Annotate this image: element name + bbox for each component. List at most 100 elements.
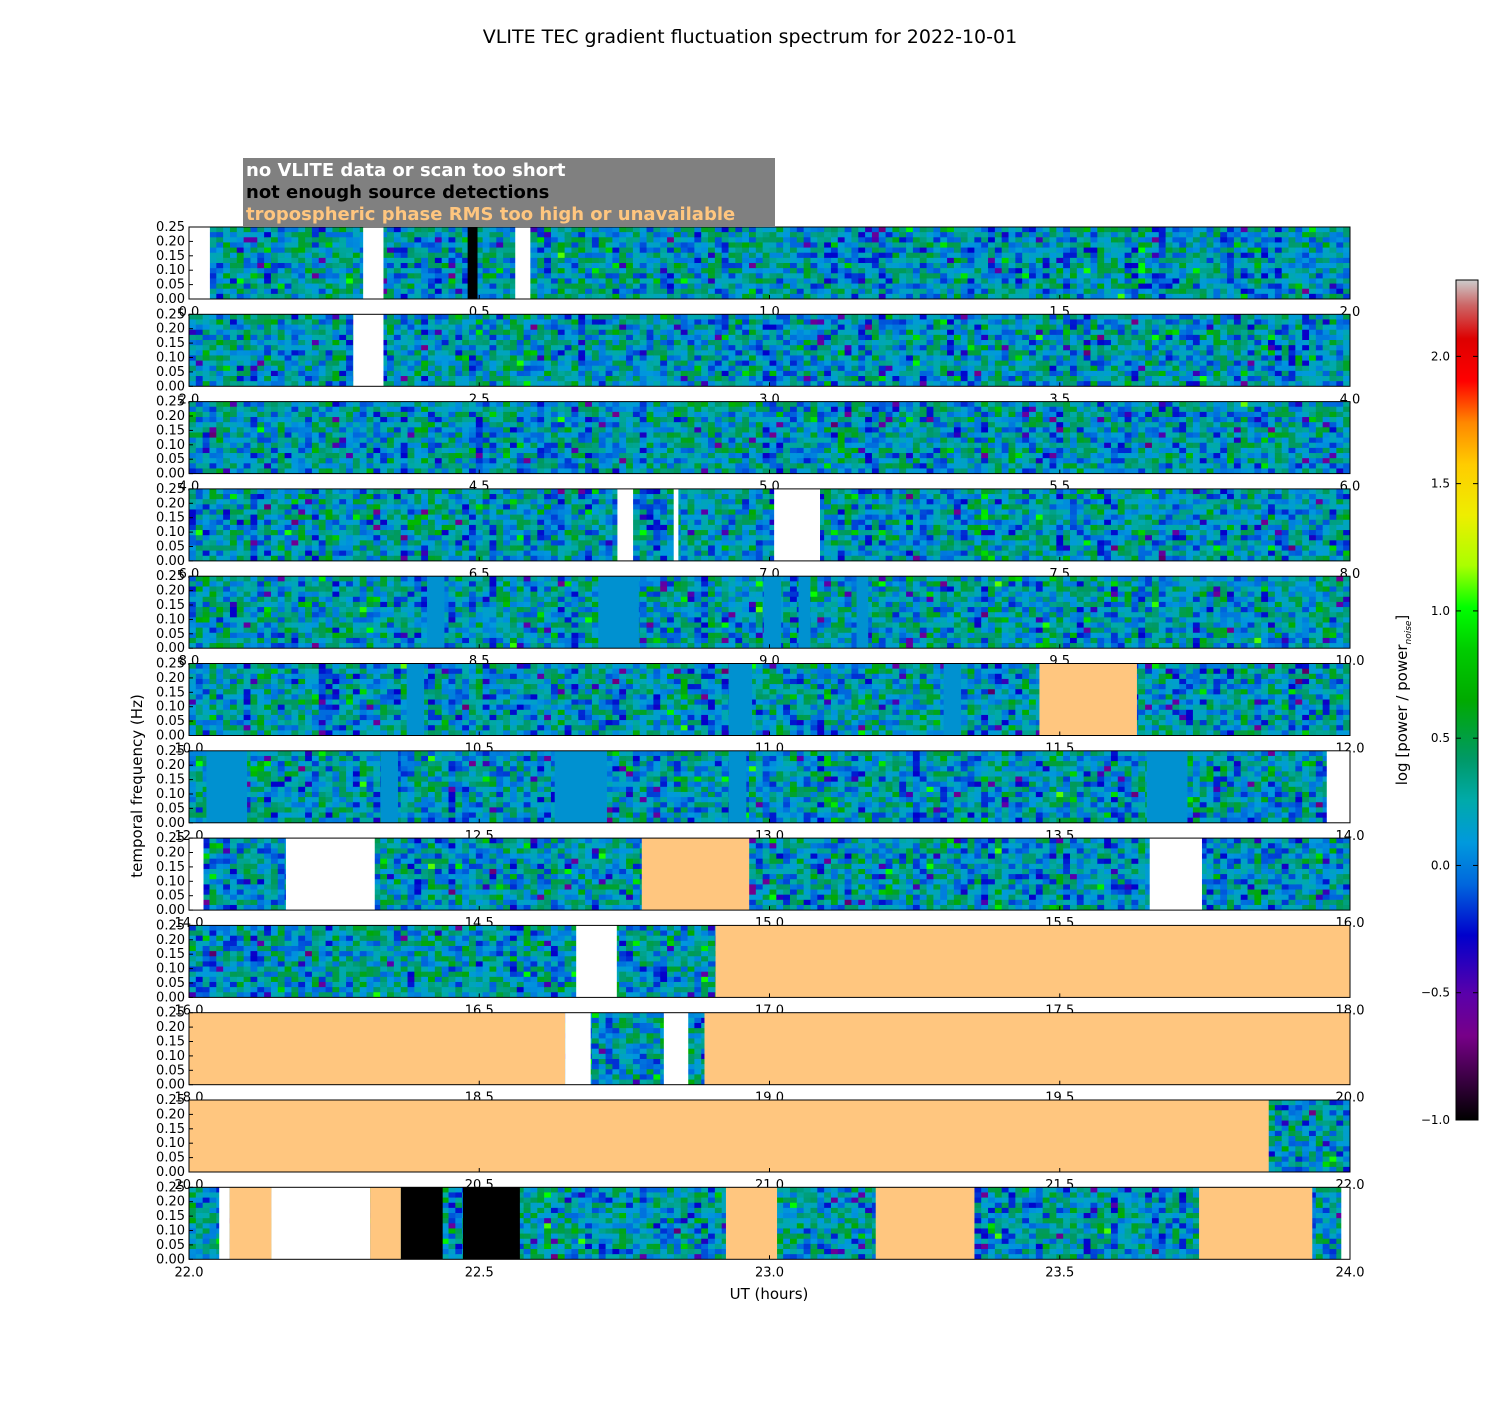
spectrum-cell [524, 345, 531, 351]
spectrum-cell [619, 284, 626, 290]
spectrum-cell [230, 345, 237, 351]
spectrum-cell [237, 432, 244, 438]
spectrum-cell [619, 340, 626, 346]
spectrum-cell [1111, 237, 1118, 243]
spectrum-cell [1289, 242, 1296, 248]
spectrum-cell [1050, 314, 1057, 320]
spectrum-cell [565, 268, 572, 274]
spectrum-cell [237, 402, 244, 408]
spectrum-cell [756, 278, 763, 284]
spectrum-cell [1316, 330, 1323, 336]
spectrum-cell [203, 319, 210, 325]
spectrum-cell [1302, 350, 1309, 356]
spectrum-cell [681, 371, 688, 377]
spectrum-cell [339, 268, 346, 274]
spectrum-cell [257, 227, 264, 233]
spectrum-cell [346, 289, 353, 295]
spectrum-cell [346, 355, 353, 361]
spectrum-cell [619, 237, 626, 243]
spectrum-cell [988, 263, 995, 269]
spectrum-cell [756, 242, 763, 248]
spectrum-cell [469, 314, 476, 320]
spectrum-cell [1200, 355, 1207, 361]
spectrum-cell [271, 361, 278, 367]
spectrum-cell [264, 422, 271, 428]
spectrum-cell [285, 314, 292, 320]
spectrum-cell [1002, 335, 1009, 341]
spectrum-cell [524, 319, 531, 325]
spectrum-cell [612, 268, 619, 274]
spectrum-cell [653, 330, 660, 336]
spectrum-cell [817, 376, 824, 382]
spectrum-cell [619, 273, 626, 279]
spectrum-cell [722, 248, 729, 254]
spectrum-cell [237, 319, 244, 325]
spectrum-cell [688, 284, 695, 290]
spectrum-cell [1118, 355, 1125, 361]
spectrum-cell [804, 278, 811, 284]
spectrum-cell [906, 278, 913, 284]
spectrum-cell [1009, 232, 1016, 238]
spectrum-cell [216, 402, 223, 408]
spectrum-cell [1193, 366, 1200, 372]
spectrum-cell [1070, 232, 1077, 238]
spectrum-cell [216, 284, 223, 290]
spectrum-cell [264, 237, 271, 243]
spectrum-cell [1275, 314, 1282, 320]
spectrum-cell [408, 289, 415, 295]
spectrum-cell [770, 330, 777, 336]
spectrum-cell [223, 227, 230, 233]
spectrum-cell [899, 366, 906, 372]
spectrum-cell [783, 232, 790, 238]
spectrum-cell [961, 319, 968, 325]
spectrum-cell [667, 268, 674, 274]
spectrum-cell [872, 242, 879, 248]
spectrum-cell [1125, 325, 1132, 331]
spectrum-cell [1282, 278, 1289, 284]
spectrum-cell [899, 314, 906, 320]
spectrum-cell [571, 258, 578, 264]
spectrum-cell [858, 248, 865, 254]
spectrum-cell [886, 273, 893, 279]
spectrum-cell [530, 263, 537, 269]
spectrum-cell [838, 237, 845, 243]
spectrum-cell [626, 248, 633, 254]
spectrum-cell [735, 263, 742, 269]
spectrum-cell [1138, 289, 1145, 295]
spectrum-cell [1213, 278, 1220, 284]
spectrum-cell [933, 376, 940, 382]
spectrum-cell [619, 253, 626, 259]
chart-title: VLITE TEC gradient fluctuation spectrum … [483, 26, 1017, 48]
spectrum-cell [1336, 340, 1343, 346]
spectrum-cell [189, 345, 196, 351]
spectrum-cell [708, 335, 715, 341]
spectrum-cell [1015, 376, 1022, 382]
spectrum-cell [947, 371, 954, 377]
spectrum-cell [612, 242, 619, 248]
spectrum-cell [1330, 335, 1337, 341]
spectrum-cell [633, 263, 640, 269]
spectrum-cell [264, 412, 271, 418]
spectrum-cell [1063, 325, 1070, 331]
spectrum-cell [257, 232, 264, 238]
spectrum-cell [899, 242, 906, 248]
spectrum-cell [729, 263, 736, 269]
spectrum-cell [1254, 232, 1261, 238]
spectrum-cell [530, 335, 537, 341]
spectrum-cell [1043, 371, 1050, 377]
spectrum-cell [592, 284, 599, 290]
spectrum-cell [1179, 345, 1186, 351]
spectrum-cell [285, 340, 292, 346]
spectrum-cell [988, 242, 995, 248]
spectrum-cell [1063, 376, 1070, 382]
spectrum-cell [455, 237, 462, 243]
spectrum-cell [1282, 350, 1289, 356]
spectrum-cell [804, 345, 811, 351]
spectrum-cell [981, 273, 988, 279]
spectrum-cell [1248, 319, 1255, 325]
spectrum-cell [1330, 242, 1337, 248]
spectrum-cell [824, 263, 831, 269]
spectrum-cell [435, 268, 442, 274]
